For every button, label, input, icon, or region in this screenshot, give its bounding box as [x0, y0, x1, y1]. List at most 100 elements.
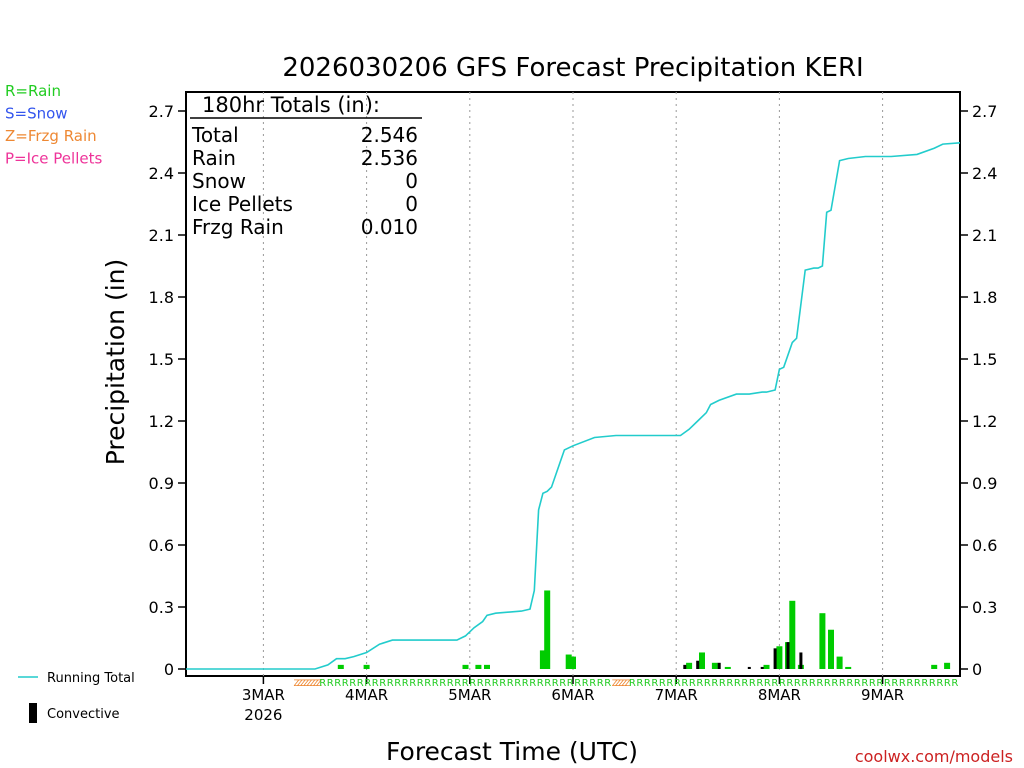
ptype-rain-marker: R	[756, 678, 763, 689]
ptype-legend-item: Z=Frzg Rain	[5, 127, 97, 145]
ptype-rain-marker: R	[409, 678, 416, 689]
convective-bar	[760, 666, 764, 669]
x-tick-label: 4MAR	[345, 686, 388, 704]
ptype-rain-marker: R	[689, 678, 696, 689]
y-tick-label-right: 1.8	[972, 288, 997, 307]
running-total-line	[186, 142, 961, 670]
y-tick-label-left: 0.9	[149, 474, 174, 493]
rain-bar	[565, 654, 572, 669]
ptype-rain-marker: R	[454, 678, 461, 689]
y-tick-label-right: 2.7	[972, 102, 997, 121]
ptype-rain-marker: R	[951, 678, 958, 689]
rain-bar	[944, 662, 951, 669]
ptype-rain-marker: R	[899, 678, 906, 689]
ptype-rain-marker: R	[319, 678, 326, 689]
totals-row-label: Frzg Rain	[192, 215, 284, 239]
rain-bar	[363, 664, 370, 669]
ptype-rain-marker: R	[659, 678, 666, 689]
series-legend: Running Total Convective	[18, 671, 135, 723]
ptype-rain-marker: R	[726, 678, 733, 689]
convective-bar	[786, 642, 790, 669]
ptype-rain-marker: R	[604, 678, 611, 689]
totals-row-label: Total	[191, 123, 239, 147]
x-tick-label: 5MAR	[448, 686, 491, 704]
y-tick-label-right: 2.4	[972, 164, 997, 183]
precip-bars	[337, 590, 951, 669]
ptype-frzg-marker: Z	[294, 679, 300, 689]
totals-row-label: Rain	[192, 146, 236, 170]
ptype-rain-marker: R	[349, 678, 356, 689]
ptype-rain-marker: R	[589, 678, 596, 689]
rain-bar	[845, 666, 852, 669]
running-total-series	[186, 142, 961, 670]
ptype-rain-marker: R	[394, 678, 401, 689]
rain-bar	[699, 652, 705, 669]
totals-row-label: Snow	[192, 169, 246, 193]
ptype-rain-marker: R	[327, 678, 334, 689]
y-axis-label: Precipitation (in)	[101, 259, 130, 466]
y-tick-label-left: 0	[164, 660, 174, 679]
rain-bar	[475, 664, 482, 669]
ptype-rain-marker: R	[462, 678, 469, 689]
rain-bar	[484, 664, 490, 669]
rain-bar	[337, 664, 344, 669]
x-tick-label: 9MAR	[861, 686, 904, 704]
rain-bar	[828, 629, 834, 669]
y-tick-label-left: 1.5	[149, 350, 174, 369]
x-tick-sublabel: 2026	[244, 706, 282, 724]
ptype-rain-marker: R	[861, 678, 868, 689]
ptype-rain-marker: R	[929, 678, 936, 689]
ptype-frzg-marker: Z	[618, 679, 624, 689]
ptype-rain-marker: R	[529, 678, 536, 689]
rain-bar	[539, 650, 546, 669]
totals-box: 180hr Totals (in): Total 2.546 Rain 2.536 Sn…	[190, 93, 422, 239]
ptype-legend-item: R=Rain	[5, 82, 61, 100]
day-gridlines	[262, 92, 884, 676]
ptype-rain-marker: R	[514, 678, 521, 689]
totals-row-value: 0.010	[361, 215, 418, 239]
rain-bar	[763, 664, 770, 669]
ptype-frzg-marker: Z	[612, 679, 618, 689]
rain-bar	[931, 664, 938, 669]
y-tick-label-left: 2.1	[149, 226, 174, 245]
totals-row-value: 2.546	[361, 123, 418, 147]
ptype-rain-marker: R	[816, 678, 823, 689]
ptype-rain-marker: R	[801, 678, 808, 689]
ptype-frzg-marker: Z	[300, 679, 306, 689]
ptype-rain-marker: R	[402, 678, 409, 689]
convective-bar	[683, 664, 687, 669]
ptype-rain-marker: R	[741, 678, 748, 689]
rain-bar	[836, 656, 843, 669]
totals-row-label: Ice Pellets	[192, 192, 293, 216]
ptype-rain-marker: R	[779, 678, 786, 689]
ptype-frzg-marker: Z	[297, 679, 303, 689]
ptype-frzg-marker: Z	[313, 679, 319, 689]
ptype-rain-marker: R	[711, 678, 718, 689]
y-tick-label-right: 0.3	[972, 598, 997, 617]
ptype-rain-marker: R	[424, 678, 431, 689]
ptype-rain-marker: R	[884, 678, 891, 689]
y-tick-label-right: 2.1	[972, 226, 997, 245]
ptype-rain-marker: R	[914, 678, 921, 689]
totals-row-value: 0	[405, 169, 418, 193]
ptype-rain-marker: R	[651, 678, 658, 689]
ptype-rain-marker: R	[854, 678, 861, 689]
ptype-rain-marker: R	[666, 678, 673, 689]
ptype-rain-marker: R	[544, 678, 551, 689]
ptype-frzg-marker: Z	[310, 679, 316, 689]
y-tick-label-right: 1.2	[972, 412, 997, 431]
y-tick-label-left: 2.7	[149, 102, 174, 121]
ptype-rain-marker: R	[921, 678, 928, 689]
ptype-rain-marker: R	[704, 678, 711, 689]
ptype-rain-marker: R	[809, 678, 816, 689]
y-tick-label-right: 0	[972, 660, 982, 679]
ptype-rain-marker: R	[522, 678, 529, 689]
rain-bar	[462, 664, 469, 669]
ptype-rain-marker: R	[944, 678, 951, 689]
x-axis-label: Forecast Time (UTC)	[386, 737, 638, 766]
ptype-frzg-marker: Z	[615, 679, 621, 689]
ptype-rain-marker: R	[439, 678, 446, 689]
ptype-rain-marker: R	[334, 678, 341, 689]
rain-bar	[686, 662, 693, 669]
